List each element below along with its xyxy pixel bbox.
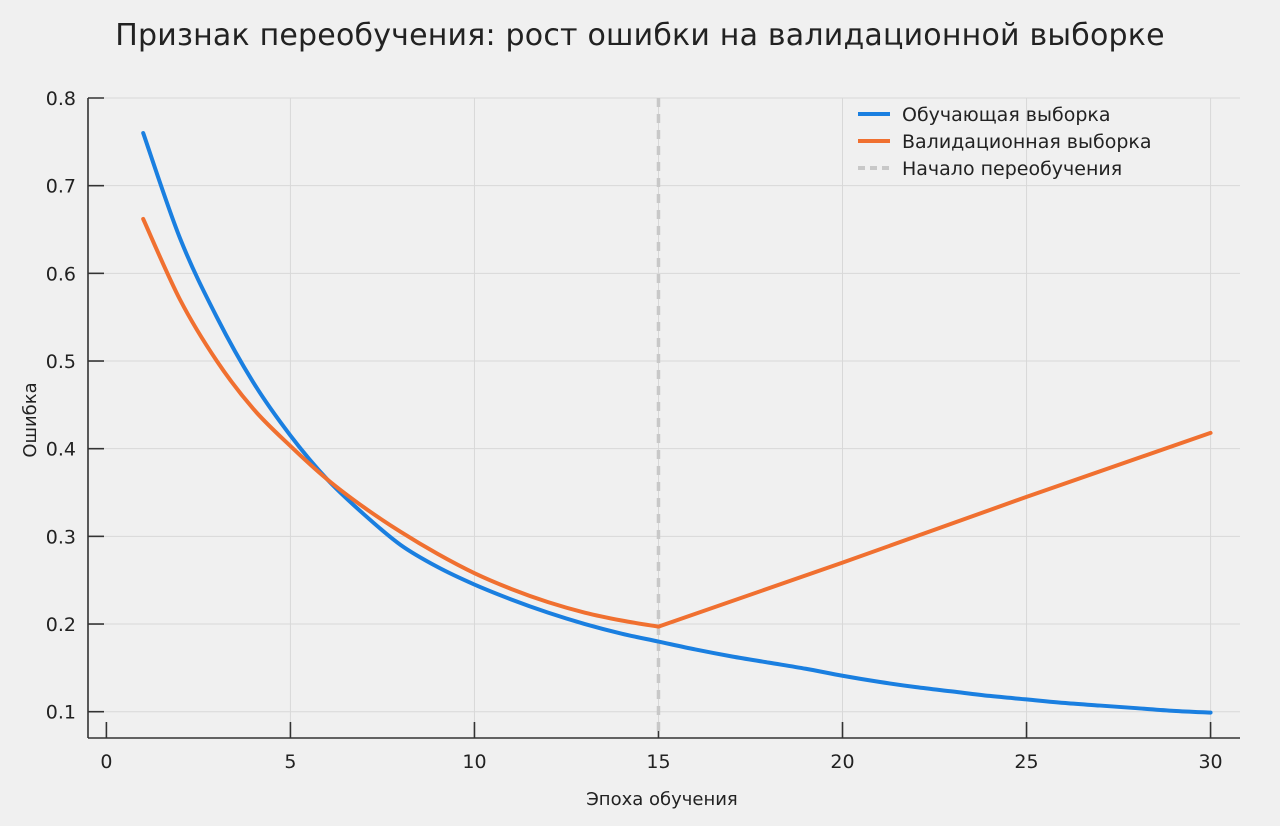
y-tick-label: 0.8: [46, 88, 76, 110]
legend-item-validation-label: Валидационная выборка: [902, 131, 1152, 153]
y-tick-label: 0.2: [46, 614, 76, 636]
x-tick-label: 30: [1198, 751, 1222, 773]
x-tick-label: 5: [284, 751, 296, 773]
x-tick-label: 15: [646, 751, 670, 773]
chart-title: Признак переобучения: рост ошибки на вал…: [115, 18, 1165, 53]
x-tick-label: 0: [100, 751, 112, 773]
validation-series-line: [141, 216, 1213, 629]
y-tick-label: 0.1: [46, 702, 76, 724]
y-tick-label: 0.7: [46, 176, 76, 198]
legend-item-train-label: Обучающая выборка: [902, 104, 1111, 126]
y-ticks: 0.1 0.2 0.3 0.4 0.5 0.6 0.7 0.8: [46, 88, 104, 724]
legend-item-overfitting-start-label: Начало переобучения: [902, 158, 1122, 180]
x-ticks: 0 5 10 15 20 25 30: [100, 722, 1223, 773]
x-tick-label: 20: [830, 751, 854, 773]
y-tick-label: 0.5: [46, 351, 76, 373]
x-tick-label: 10: [462, 751, 486, 773]
train-series-line: [141, 131, 1213, 715]
y-tick-label: 0.6: [46, 263, 76, 285]
axes: [87, 98, 1240, 739]
x-tick-label: 25: [1014, 751, 1038, 773]
y-axis-title: Ошибка: [20, 382, 41, 457]
x-axis-title: Эпоха обучения: [586, 789, 738, 810]
series-lines: [141, 131, 1213, 715]
y-tick-label: 0.4: [46, 439, 76, 461]
legend: Обучающая выборка Валидационная выборка На…: [858, 104, 1152, 180]
y-tick-label: 0.3: [46, 526, 76, 548]
